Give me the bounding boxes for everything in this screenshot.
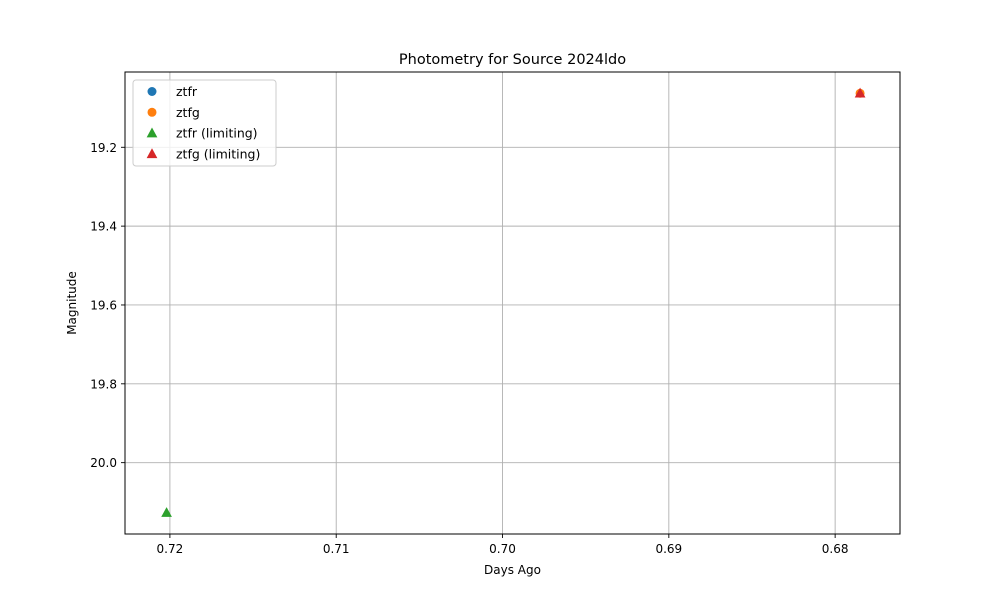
x-tick-label: 0.71 [323, 542, 350, 556]
legend-label: ztfr [176, 84, 198, 99]
y-tick-label: 19.2 [90, 141, 117, 155]
x-tick-label: 0.72 [157, 542, 184, 556]
y-tick-label: 20.0 [90, 456, 117, 470]
legend-label: ztfr (limiting) [176, 126, 258, 141]
y-axis-label: Magnitude [65, 271, 79, 335]
y-tick-label: 19.8 [90, 377, 117, 391]
x-axis-label: Days Ago [484, 563, 541, 577]
y-tick-label: 19.4 [90, 220, 117, 234]
legend: ztfr ztfg ztfr (limiting) ztfg (limiting) [132, 79, 277, 167]
legend-marker-triangle [146, 148, 158, 159]
legend-marker-circle [147, 87, 157, 96]
legend-marker-triangle [146, 127, 158, 138]
y-tick-label: 19.6 [90, 298, 117, 312]
axis-ticks: 0.72 0.71 0.70 0.69 0.68 19.2 19.4 19.6 19.8 20.0 [90, 141, 848, 556]
legend-label: ztfg (limiting) [176, 146, 260, 161]
plot-frame [124, 71, 901, 535]
x-tick-label: 0.70 [489, 542, 516, 556]
x-tick-label: 0.68 [822, 542, 849, 556]
legend-marker-circle [147, 107, 157, 117]
data-point-triangle [854, 87, 866, 98]
data-point-triangle [161, 507, 172, 517]
data-points [161, 87, 866, 517]
chart-title: Photometry for Source 2024ldo [399, 52, 626, 68]
legend-label: ztfg [176, 105, 200, 120]
grid [125, 72, 900, 534]
legend-box [132, 79, 277, 167]
x-tick-label: 0.69 [655, 542, 682, 556]
